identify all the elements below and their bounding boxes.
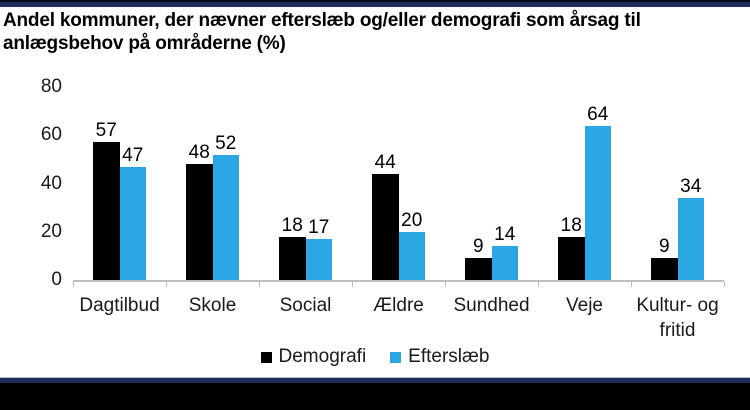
bar-efterslaeb-5 bbox=[584, 125, 611, 280]
data-label-demografi-2: 18 bbox=[281, 214, 303, 236]
x-axis-tick bbox=[166, 282, 167, 287]
x-axis-tick bbox=[73, 282, 74, 287]
data-label-demografi-4: 9 bbox=[472, 236, 484, 258]
category-label-6: Kultur- og fritid bbox=[636, 295, 719, 341]
chart-legend: Demografi Efterslæb bbox=[0, 346, 750, 368]
data-label-demografi-1: 48 bbox=[188, 142, 210, 164]
data-label-demografi-5: 18 bbox=[560, 214, 582, 236]
x-axis-tick bbox=[724, 282, 725, 287]
top-border-stripe bbox=[0, 0, 750, 7]
bar-efterslaeb-1 bbox=[212, 154, 239, 280]
bar-demografi-2 bbox=[279, 236, 306, 280]
data-label-efterslaeb-1: 52 bbox=[215, 132, 237, 154]
data-label-efterslaeb-2: 17 bbox=[308, 216, 330, 238]
data-label-efterslaeb-4: 14 bbox=[494, 224, 516, 246]
y-axis-tick-label: 80 bbox=[40, 76, 62, 97]
legend-item-demografi: Demografi bbox=[260, 346, 367, 368]
legend-item-efterslaeb: Efterslæb bbox=[390, 346, 489, 368]
y-axis-tick-label: 60 bbox=[40, 124, 62, 146]
bar-efterslaeb-0 bbox=[119, 166, 146, 280]
x-axis-tick bbox=[352, 282, 353, 287]
bar-efterslaeb-4 bbox=[491, 246, 518, 280]
bar-demografi-4 bbox=[465, 258, 492, 280]
legend-swatch-icon bbox=[390, 351, 402, 363]
data-label-efterslaeb-6: 34 bbox=[680, 175, 702, 197]
x-axis-tick bbox=[259, 282, 260, 287]
category-label-5: Veje bbox=[566, 295, 603, 316]
category-label-4: Sundhed bbox=[453, 295, 530, 316]
legend-label: Efterslæb bbox=[408, 346, 490, 367]
x-axis-tick bbox=[631, 282, 632, 287]
bottom-divider-line bbox=[0, 377, 750, 378]
bar-demografi-1 bbox=[186, 164, 213, 280]
footer-black-bar bbox=[0, 383, 750, 410]
y-axis-tick-label: 40 bbox=[40, 172, 62, 194]
category-label-1: Skole bbox=[188, 295, 237, 316]
chart-title: Andel kommuner, der nævner efterslæb og/… bbox=[3, 10, 641, 54]
y-axis-tick-label: 20 bbox=[40, 220, 62, 242]
x-axis-line bbox=[73, 280, 724, 282]
bar-efterslaeb-6 bbox=[677, 197, 704, 280]
data-label-demografi-6: 9 bbox=[658, 236, 670, 258]
data-label-efterslaeb-3: 20 bbox=[401, 209, 423, 231]
bar-demografi-5 bbox=[558, 236, 585, 280]
data-label-demografi-0: 57 bbox=[95, 120, 117, 142]
category-label-2: Social bbox=[279, 295, 332, 316]
legend-label: Demografi bbox=[278, 346, 367, 367]
x-axis-tick bbox=[538, 282, 539, 287]
data-label-efterslaeb-0: 47 bbox=[122, 144, 144, 166]
category-label-0: Dagtilbud bbox=[79, 295, 160, 316]
x-axis-tick bbox=[445, 282, 446, 287]
bar-efterslaeb-3 bbox=[398, 231, 425, 280]
data-label-demografi-3: 44 bbox=[374, 151, 396, 173]
bar-demografi-6 bbox=[651, 258, 678, 280]
category-label-3: Ældre bbox=[373, 295, 424, 316]
bar-demografi-0 bbox=[93, 142, 120, 280]
bar-demografi-3 bbox=[372, 173, 399, 280]
legend-swatch-icon bbox=[260, 351, 272, 363]
bottom-border-stripe bbox=[0, 378, 750, 383]
y-axis-tick-label: 0 bbox=[51, 269, 62, 290]
bar-efterslaeb-2 bbox=[305, 238, 332, 280]
data-label-efterslaeb-5: 64 bbox=[587, 103, 609, 125]
